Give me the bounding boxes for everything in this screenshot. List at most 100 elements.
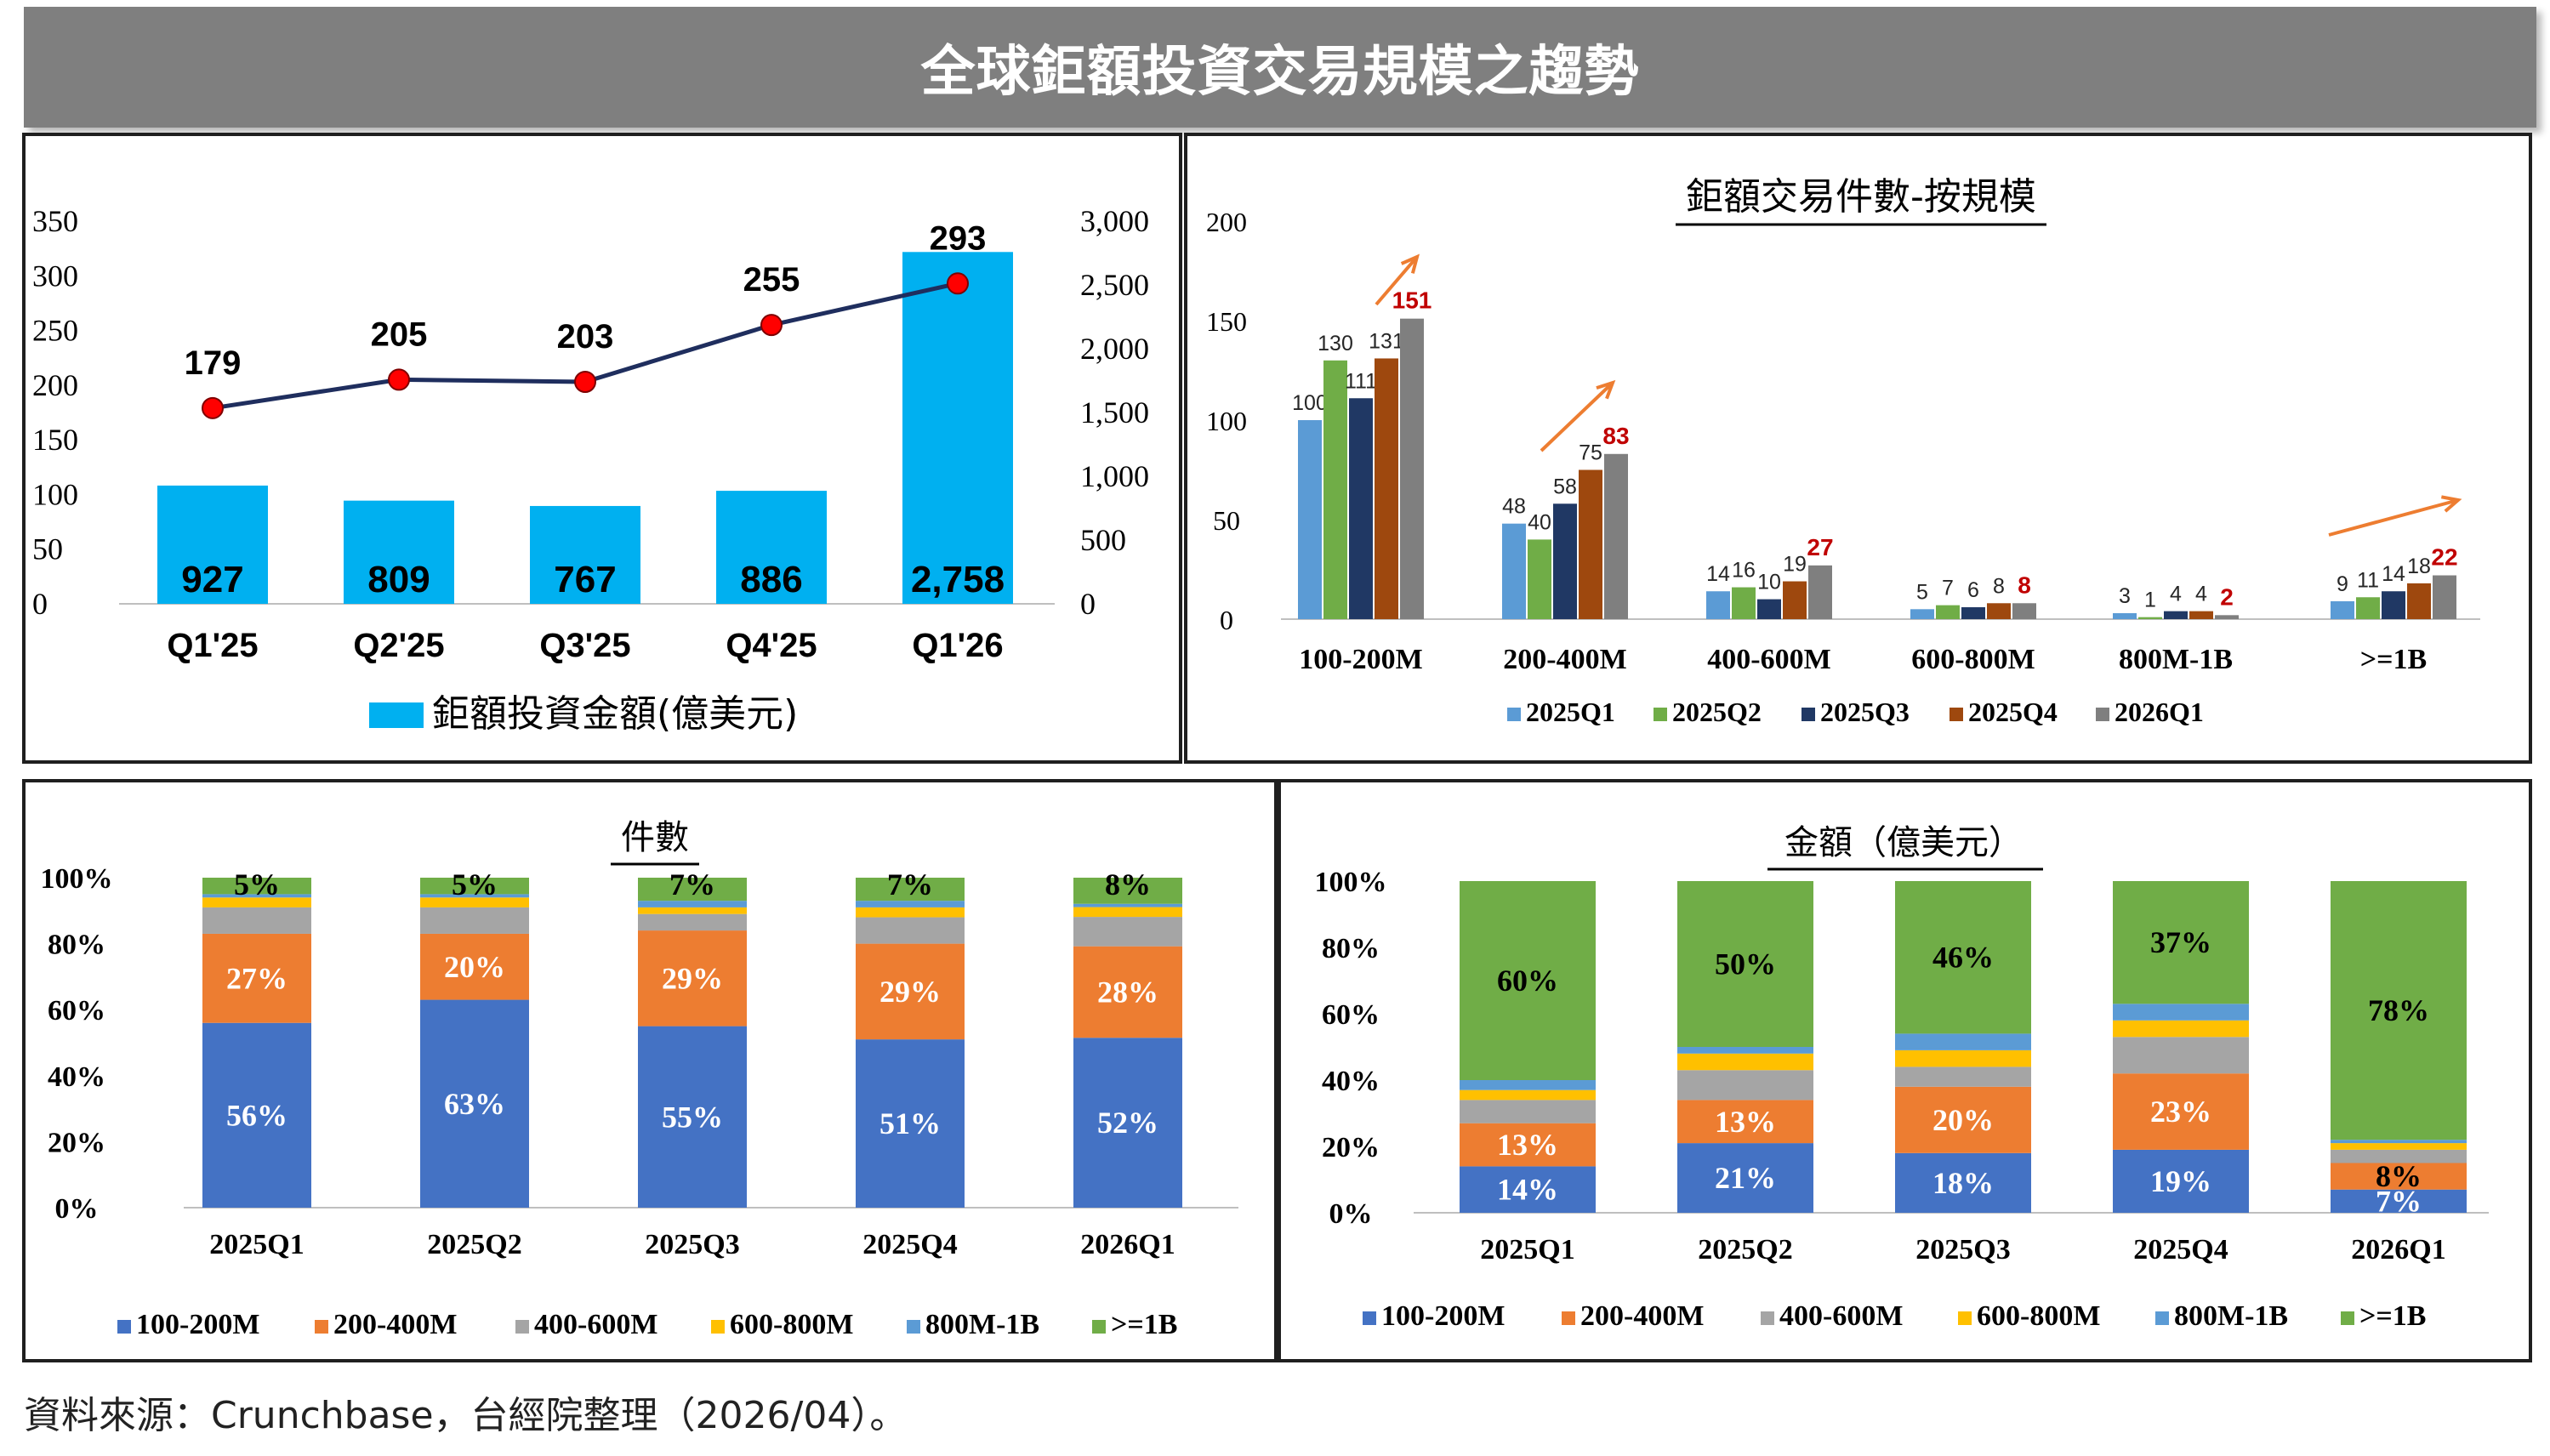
bar-value-label: 111	[1345, 369, 1377, 393]
legend-label: 100-200M	[136, 1309, 259, 1340]
bar-value-label: 16	[1732, 559, 1756, 583]
stack-segment	[1677, 1053, 1813, 1071]
left-axis-tick: 150	[32, 423, 78, 457]
bar-value-label: 4	[2170, 583, 2182, 606]
stack-segment	[1073, 946, 1182, 1038]
category-label: 800M-1B	[2119, 644, 2233, 675]
count-bar	[1783, 581, 1807, 619]
stack-segment	[638, 930, 747, 1027]
chart-title: 金額（億美元）	[1784, 823, 2023, 862]
stack-segment	[420, 897, 529, 907]
legend-swatch	[1761, 1311, 1774, 1325]
count-bar	[1349, 398, 1373, 619]
count-bar	[1732, 587, 1756, 619]
count-bar	[2012, 603, 2036, 619]
legend-label: 鉅額投資金額(億美元)	[432, 692, 798, 736]
count-label: 203	[557, 318, 614, 355]
bar-value-label: 75	[1579, 441, 1602, 465]
bar-value-label: 83	[1602, 423, 1629, 449]
stack-segment	[1073, 907, 1182, 918]
legend-label: 2025Q4	[1968, 697, 2058, 727]
stack-segment	[202, 933, 311, 1023]
count-bar	[1961, 606, 1985, 619]
panel-count-share: 件數 0% 20% 40% 60% 80% 100% 56% 27% 5% 2025Q1 63% 20%…	[22, 779, 1278, 1362]
category-label: Q1'26	[912, 627, 1003, 664]
segment-label: 7%	[669, 867, 715, 901]
stack-segment	[1677, 1047, 1813, 1054]
category-label: 600-800M	[1911, 644, 2035, 675]
bar-value-label: 9	[2337, 572, 2348, 596]
count-label: 255	[743, 261, 800, 299]
stack-segment	[638, 878, 747, 901]
segment-label: 14%	[1497, 1173, 1558, 1207]
segment-label: 7%	[887, 867, 933, 901]
stack-segment	[1460, 1166, 1596, 1213]
stack-segment	[856, 1039, 965, 1208]
y-axis-tick: 20%	[48, 1127, 105, 1158]
legend-swatch	[369, 702, 424, 728]
stack-segment	[2331, 1143, 2467, 1150]
left-axis-tick: 250	[32, 314, 78, 348]
left-axis-tick: 200	[32, 368, 78, 402]
count-label: 205	[371, 316, 428, 353]
segment-label: 55%	[662, 1100, 723, 1134]
category-label: Q4'25	[726, 627, 817, 664]
legend-swatch	[117, 1320, 131, 1334]
stack-segment	[1460, 1089, 1596, 1101]
legend-label: 400-600M	[1779, 1300, 1903, 1332]
count-bar	[2331, 600, 2354, 619]
trend-arrow	[1375, 255, 1419, 306]
segment-label: 5%	[234, 867, 280, 901]
y-axis-tick: 20%	[1322, 1132, 1380, 1163]
legend-label: 2026Q1	[2115, 697, 2204, 727]
count-label: 179	[185, 344, 242, 382]
stack-segment	[2113, 881, 2249, 1004]
stack-segment	[1460, 881, 1596, 1080]
right-axis-tick: 1,500	[1080, 395, 1149, 429]
legend-swatch	[1654, 708, 1667, 721]
count-bar	[1528, 539, 1551, 619]
chart-amount-share: 金額（億美元） 0% 20% 40% 60% 80% 100% 14% 13% 60% 2025Q1…	[1315, 823, 2489, 1332]
bar-value-label: 10	[1757, 571, 1781, 594]
amount-bar-label: 927	[181, 559, 243, 600]
stack-segment	[2331, 1149, 2467, 1163]
count-bar	[1298, 420, 1322, 619]
category-label: 2025Q2	[1698, 1234, 1792, 1265]
legend-swatch	[1562, 1311, 1575, 1325]
legend-swatch	[1507, 708, 1521, 721]
segment-label: 63%	[444, 1087, 505, 1121]
stack-segment	[202, 894, 311, 898]
stack-segment	[202, 907, 311, 934]
panel-amount-trend: 0 50 100 150 200 250 300 350 0 500 1,000 1,500 2,000…	[22, 133, 1182, 764]
trend-arrow	[1540, 381, 1614, 452]
stack-segment	[1895, 1152, 2031, 1213]
bar-value-label: 3	[2119, 584, 2131, 608]
count-bar	[1323, 360, 1347, 619]
count-bar	[1553, 503, 1577, 619]
legend-label: >=1B	[1111, 1309, 1177, 1340]
legend-label: 800M-1B	[925, 1309, 1039, 1340]
legend-swatch	[315, 1320, 328, 1334]
stack-segment	[1677, 1143, 1813, 1213]
segment-label: 29%	[662, 961, 723, 995]
left-axis-tick: 100	[32, 477, 78, 511]
stack-segment	[1895, 881, 2031, 1034]
stack-segment	[2113, 1149, 2249, 1213]
stack-segment	[2113, 1020, 2249, 1038]
amount-bar	[530, 505, 640, 604]
bar-value-label: 27	[1807, 534, 1833, 560]
stack-segment	[638, 901, 747, 907]
category-label: 2026Q1	[2351, 1234, 2445, 1265]
bar-value-label: 130	[1318, 332, 1353, 355]
amount-bar	[157, 485, 268, 604]
legend-label: 200-400M	[1580, 1300, 1704, 1332]
chart-amount-trend: 0 50 100 150 200 250 300 350 0 500 1,000 1,500 2,000…	[32, 204, 1149, 736]
y-axis-tick: 60%	[1322, 999, 1380, 1031]
bar-value-label: 7	[1942, 577, 1954, 600]
bar-value-label: 131	[1369, 329, 1404, 353]
stack-segment	[1677, 1070, 1813, 1101]
stack-segment	[856, 901, 965, 907]
legend-label: 400-600M	[534, 1309, 657, 1340]
y-axis-tick: 0%	[55, 1193, 99, 1225]
trend-arrow-head	[1596, 379, 1616, 400]
